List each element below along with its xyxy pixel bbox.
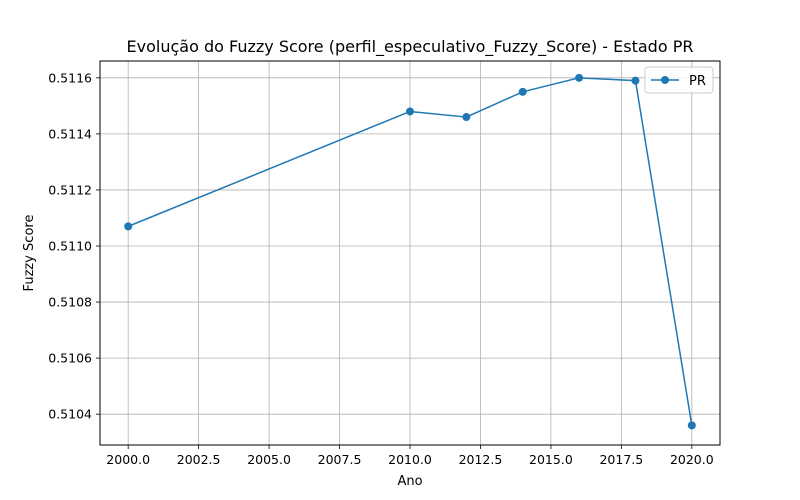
chart-title: Evolução do Fuzzy Score (perfil_especula…: [127, 37, 694, 57]
x-axis-label: Ano: [397, 474, 422, 489]
y-tick-label: 0.5116: [48, 70, 92, 85]
x-tick-label: 2017.5: [599, 452, 643, 467]
y-tick-label: 0.5114: [48, 126, 92, 141]
y-tick-label: 0.5108: [48, 295, 92, 310]
legend-label: PR: [689, 74, 706, 89]
data-point: [406, 107, 414, 116]
data-point: [462, 113, 471, 122]
legend: PR: [644, 66, 714, 94]
grid: [100, 61, 720, 445]
y-tick-label: 0.5110: [48, 238, 92, 253]
data-point: [575, 73, 584, 82]
x-tick-label: 2015.0: [529, 452, 573, 467]
x-tick-label: 2007.5: [318, 452, 362, 467]
x-tick-label: 2005.0: [247, 452, 291, 467]
data-point: [518, 87, 527, 96]
legend-marker-swatch: [661, 76, 669, 84]
ticks: 2000.0 2002.5 2005.0 2007.5 2010.0 2012.5 2015…: [48, 70, 713, 467]
data-point: [687, 421, 696, 430]
y-tick-label: 0.5112: [48, 182, 92, 197]
y-tick-label: 0.5104: [48, 407, 92, 422]
x-tick-label: 2000.0: [106, 452, 150, 467]
x-tick-label: 2012.5: [459, 452, 503, 467]
x-tick-label: 2020.0: [670, 452, 714, 467]
x-tick-label: 2010.0: [388, 452, 432, 467]
series-layer: [124, 73, 696, 430]
data-point: [124, 222, 133, 231]
x-tick-label: 2002.5: [177, 452, 221, 467]
y-axis-label: Fuzzy Score: [22, 215, 37, 292]
data-point: [631, 76, 640, 85]
y-tick-label: 0.5106: [48, 351, 92, 366]
